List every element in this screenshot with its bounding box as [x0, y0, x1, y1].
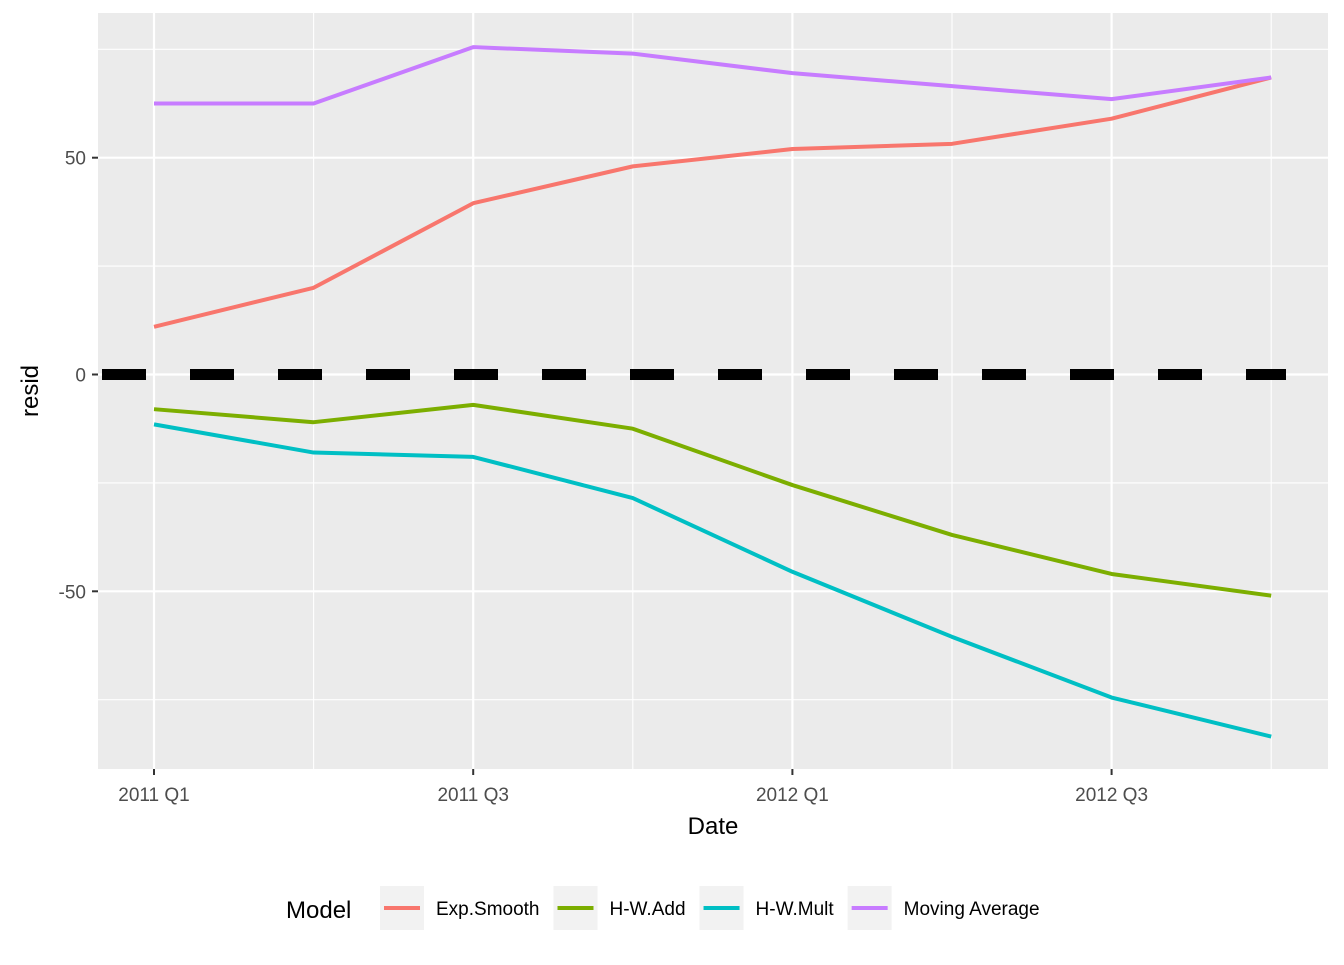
legend-title: Model — [286, 897, 351, 924]
y-tick-label: -50 — [59, 582, 86, 603]
y-axis-ticks: -50 0 50 — [59, 149, 98, 603]
legend-label-moving-average: Moving Average — [904, 899, 1040, 920]
y-tick-label: 0 — [75, 366, 86, 387]
y-tick-label: 50 — [65, 149, 86, 170]
x-axis-ticks: 2011 Q1 2011 Q3 2012 Q1 2012 Q3 — [118, 769, 1148, 806]
series-lines — [153, 45, 1272, 739]
legend-label-exp-smooth: Exp.Smooth — [436, 899, 540, 920]
panel-background — [98, 13, 1328, 769]
series-line-moving-average — [154, 45, 1272, 106]
x-axis-title: Date — [688, 813, 739, 840]
series-line-exp-smooth — [153, 75, 1272, 329]
x-tick-label: 2011 Q1 — [118, 785, 189, 806]
legend-label-h-w-mult: H-W.Mult — [756, 899, 835, 920]
x-tick-label: 2011 Q3 — [437, 785, 508, 806]
x-tick-label: 2012 Q1 — [756, 785, 829, 806]
y-axis-title: resid — [17, 365, 44, 417]
legend: Model Exp.Smooth H-W.Add H-W.Mult Moving Av… — [286, 886, 1040, 930]
x-tick-label: 2012 Q3 — [1075, 785, 1148, 806]
series-line-h-w-add — [153, 402, 1272, 598]
major-gridlines — [98, 13, 1328, 769]
legend-label-h-w-add: H-W.Add — [610, 899, 686, 920]
series-line-h-w-mult — [153, 422, 1272, 739]
